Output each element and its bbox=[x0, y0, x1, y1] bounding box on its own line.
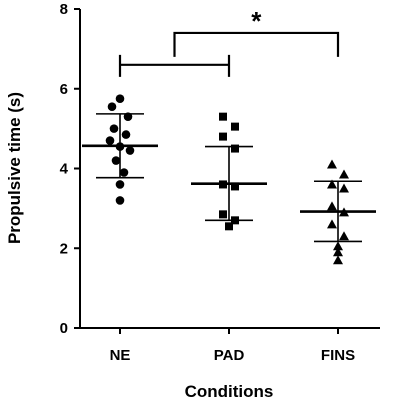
data-point-pad bbox=[231, 122, 239, 131]
data-point-pad bbox=[219, 132, 227, 141]
x-tick-label: NE bbox=[110, 347, 131, 364]
x-axis-label: Conditions bbox=[185, 382, 274, 401]
data-point-fins bbox=[339, 183, 349, 193]
axes: 0 2 4 6 8 NE PAD FINS bbox=[60, 1, 380, 364]
data-point-fins bbox=[327, 159, 337, 169]
data-point-fins bbox=[339, 231, 349, 241]
data-point-ne bbox=[119, 168, 129, 177]
y-axis-label: Propulsive time (s) bbox=[5, 92, 24, 244]
data-point-fins bbox=[333, 255, 343, 265]
data-point-ne bbox=[125, 146, 135, 155]
y-tick-label: 4 bbox=[60, 161, 69, 178]
data-point-fins bbox=[333, 247, 343, 257]
data-point-fins bbox=[327, 179, 337, 189]
data-point-ne bbox=[111, 156, 121, 165]
data-point-ne bbox=[115, 196, 125, 205]
data-marks bbox=[82, 94, 376, 265]
y-tick-label: 6 bbox=[60, 81, 68, 98]
significance-annotations: * bbox=[118, 6, 340, 77]
data-point-fins bbox=[327, 201, 337, 211]
x-tick-label: FINS bbox=[321, 347, 355, 364]
data-point-ne bbox=[107, 102, 117, 111]
data-point-ne bbox=[121, 130, 131, 139]
y-tick-label: 2 bbox=[60, 240, 68, 257]
data-point-pad bbox=[231, 144, 239, 153]
data-point-pad bbox=[231, 182, 239, 191]
data-point-pad bbox=[225, 222, 233, 231]
significance-star: * bbox=[251, 6, 262, 36]
data-point-ne bbox=[105, 136, 115, 145]
data-point-ne bbox=[109, 124, 119, 133]
data-point-pad bbox=[219, 112, 227, 121]
comparison-bracket-ne-pad bbox=[118, 54, 231, 77]
x-tick-label: PAD bbox=[214, 347, 245, 364]
y-tick-label: 8 bbox=[60, 1, 68, 18]
y-tick-label: 0 bbox=[60, 320, 68, 337]
data-point-fins bbox=[333, 241, 343, 251]
data-point-fins bbox=[327, 219, 337, 229]
data-point-ne bbox=[115, 94, 125, 104]
data-point-ne bbox=[115, 180, 125, 189]
comparison-bracket-pad-fins bbox=[173, 31, 340, 57]
data-point-pad bbox=[219, 210, 227, 219]
data-point-fins bbox=[339, 169, 349, 179]
